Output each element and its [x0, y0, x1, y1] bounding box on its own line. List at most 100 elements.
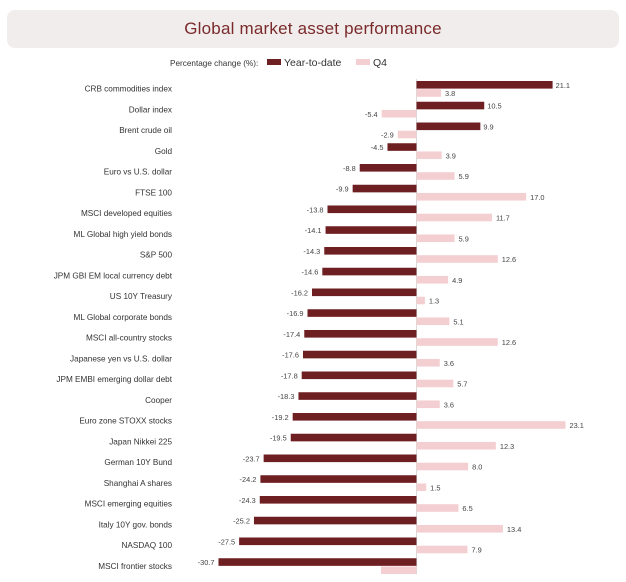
- value-label-q4: 8.0: [472, 463, 482, 472]
- category-label: CRB commodities index: [85, 85, 172, 94]
- value-label-ytd: -27.5: [218, 537, 235, 546]
- bar-ytd: [304, 330, 417, 338]
- category-label: ML Global corporate bonds: [74, 313, 172, 322]
- bar-q4: [416, 483, 427, 492]
- value-label-q4: 13.4: [507, 525, 521, 534]
- bar-q4: [381, 109, 417, 118]
- value-label-q4: 17.0: [530, 193, 544, 202]
- bar-q4: [416, 296, 425, 305]
- value-label-ytd: -16.9: [287, 309, 304, 318]
- bar-q4: [416, 192, 527, 201]
- category-label: Japanese yen vs U.S. dollar: [70, 354, 172, 363]
- bar-ytd: [253, 516, 417, 525]
- value-label-ytd: -24.3: [239, 496, 256, 505]
- category-label: MSCI frontier stocks: [98, 562, 172, 571]
- category-label: NASDAQ 100: [121, 541, 172, 550]
- bar-ytd: [302, 350, 417, 359]
- category-label: MSCI all-country stocks: [86, 334, 172, 343]
- bar-ytd: [416, 122, 481, 131]
- value-label-ytd: -18.3: [278, 392, 295, 401]
- category-label: Gold: [155, 147, 173, 156]
- value-label-ytd: -23.7: [243, 454, 260, 463]
- bar-q4: [416, 545, 468, 554]
- bar-q4: [416, 358, 440, 367]
- bar-ytd: [387, 143, 417, 151]
- value-label-q4: 3.6: [444, 400, 454, 409]
- value-label-q4: 1.3: [429, 297, 439, 306]
- value-label-q4: 3.6: [444, 359, 454, 368]
- value-label-q4: 5.9: [459, 172, 469, 181]
- bar-q4: [416, 275, 449, 284]
- legend-label-ytd: Year-to-date: [284, 57, 342, 69]
- bar-ytd: [325, 226, 417, 234]
- title-box: Global market asset performance: [7, 10, 619, 48]
- category-label: Cooper: [145, 396, 172, 405]
- value-label-q4: 4.9: [452, 276, 462, 285]
- value-label-q4: 12.3: [500, 442, 514, 451]
- bar-ytd: [301, 371, 417, 380]
- legend-title: Percentage change (%):: [170, 59, 258, 68]
- bar-q4: [416, 255, 498, 263]
- value-label-q4: 12.6: [502, 255, 516, 264]
- bar-q4: [416, 213, 492, 222]
- value-label-ytd: -25.2: [233, 517, 250, 526]
- category-label: Brent crude oil: [119, 126, 172, 135]
- bar-ytd: [239, 537, 417, 546]
- bar-ytd: [359, 164, 417, 172]
- category-label: Shanghai A shares: [104, 479, 172, 488]
- value-label-q4: 1.5: [430, 483, 440, 492]
- bar-ytd: [298, 392, 417, 400]
- value-label-q4: 6.5: [462, 504, 472, 513]
- bar-q4: [416, 462, 469, 471]
- bar-ytd: [218, 558, 417, 566]
- value-label-q4: 5.7: [457, 380, 467, 389]
- category-label: JPM EMBI emerging dollar debt: [56, 375, 172, 384]
- bar-q4: [416, 524, 503, 533]
- category-label: ML Global high yield bonds: [74, 230, 172, 239]
- bar-q4: [416, 421, 566, 429]
- bar-ytd: [322, 267, 417, 276]
- bar-q4: [416, 234, 455, 243]
- bar-q4: [397, 130, 417, 139]
- legend-swatch-ytd: [267, 59, 281, 65]
- category-label: Euro vs U.S. dollar: [104, 168, 173, 177]
- category-label: MSCI developed equities: [81, 209, 172, 218]
- value-label-q4: 11.7: [496, 214, 510, 223]
- value-label-ytd: -19.2: [272, 413, 289, 422]
- bar-ytd: [352, 184, 417, 193]
- value-label-ytd: -19.5: [270, 434, 287, 443]
- category-label: MSCI emerging equities: [85, 500, 172, 509]
- value-label-ytd: 9.9: [483, 122, 493, 131]
- bar-q4: [416, 172, 455, 180]
- bar-ytd: [292, 413, 417, 421]
- bar-ytd: [327, 205, 417, 214]
- value-label-ytd: -24.2: [240, 475, 257, 484]
- value-label-ytd: -17.6: [282, 351, 299, 360]
- bar-ytd: [324, 247, 417, 255]
- bar-q4: [416, 338, 498, 346]
- legend-label-q4: Q4: [373, 57, 387, 69]
- category-label: German 10Y Bund: [104, 458, 172, 467]
- category-label: Dollar index: [129, 105, 172, 114]
- bar-q4: [416, 400, 440, 409]
- category-label: US 10Y Treasury: [110, 292, 173, 301]
- value-label-ytd: -14.3: [303, 247, 320, 256]
- value-label-ytd: -14.6: [301, 268, 318, 277]
- bar-ytd: [312, 288, 417, 297]
- value-label-ytd: -4.5: [371, 143, 384, 152]
- value-label-ytd: -30.7: [198, 558, 215, 567]
- value-label-q4: 23.1: [569, 421, 583, 430]
- value-label-q4: 5.9: [459, 234, 469, 243]
- value-label-q4: -2.9: [381, 131, 394, 140]
- category-label: Italy 10Y gov. bonds: [99, 520, 172, 529]
- value-label-q4: -5.4: [365, 110, 378, 119]
- bar-ytd: [416, 101, 485, 110]
- category-label: Japan Nikkei 225: [109, 437, 172, 446]
- bar-ytd: [263, 454, 417, 463]
- category-label: FTSE 100: [135, 188, 172, 197]
- value-label-ytd: -17.4: [283, 330, 300, 339]
- category-label: S&P 500: [140, 251, 173, 260]
- bar-q4: [416, 317, 450, 326]
- category-label: JPM GBI EM local currency debt: [54, 271, 173, 280]
